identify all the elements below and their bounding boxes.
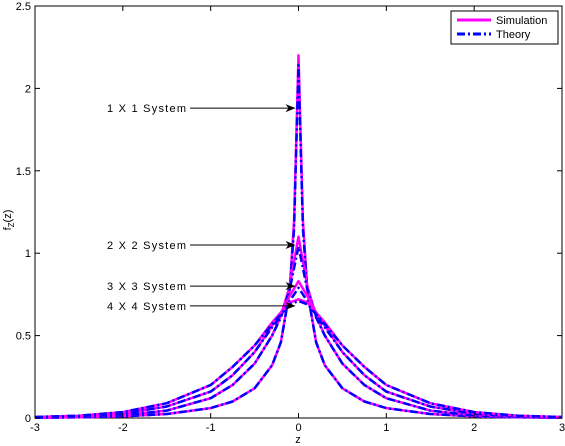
- y-tick-label: 2.5: [16, 1, 31, 13]
- legend-box: [450, 10, 559, 45]
- y-tick-label: 0: [25, 413, 31, 425]
- legend-theory-label: Theory: [496, 29, 531, 41]
- series-4-theory-line: [34, 299, 563, 419]
- series-curves: [34, 54, 563, 419]
- x-tick-label: -1: [206, 422, 216, 434]
- annotation-3-label: 3 X 3 System: [107, 281, 186, 293]
- y-axis-label: fZ(z): [2, 210, 16, 231]
- y-axis-label-sub: Z: [7, 222, 16, 227]
- y-axis-label-tail: (z): [2, 210, 14, 223]
- y-axis-label-main: f: [2, 226, 14, 230]
- annotation-2-label: 2 X 2 System: [107, 240, 186, 252]
- x-tick-label: 2: [471, 422, 477, 434]
- x-tick-label: 0: [295, 422, 301, 434]
- y-tick-label: 2: [25, 83, 31, 95]
- y-tick-label: 0.5: [16, 331, 31, 343]
- y-axis: 0 0.5 1 1.5 2 2.5: [16, 1, 562, 425]
- y-tick-label: 1: [25, 248, 31, 260]
- annotations: 1 X 1 System 2 X 2 System 3 X 3 System 4 X …: [107, 103, 296, 313]
- y-tick-label: 1.5: [16, 166, 31, 178]
- x-tick-label: 3: [559, 422, 565, 434]
- legend-simulation-label: Simulation: [496, 15, 547, 27]
- series-2-theory-line: [34, 245, 563, 419]
- x-tick-label: -3: [30, 422, 40, 434]
- annotation-4-label: 4 X 4 System: [107, 301, 186, 313]
- series-1-theory-line: [34, 64, 563, 419]
- legend: Simulation Theory: [450, 10, 559, 45]
- x-tick-label: 1: [383, 422, 389, 434]
- series-3-theory-line: [34, 286, 563, 419]
- x-axis: -3 -2 -1 0 1 2 3: [30, 6, 565, 434]
- x-tick-label: -2: [118, 422, 128, 434]
- annotation-1-label: 1 X 1 System: [107, 103, 186, 115]
- x-axis-label: z: [295, 434, 301, 446]
